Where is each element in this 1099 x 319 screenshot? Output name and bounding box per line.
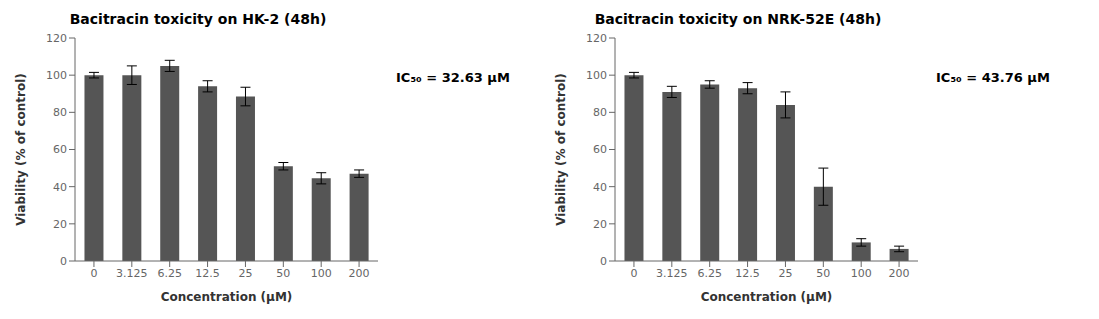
svg-text:Viability (% of control): Viability (% of control)	[14, 73, 28, 226]
svg-text:100: 100	[851, 267, 872, 280]
svg-text:50: 50	[816, 267, 830, 280]
svg-text:Concentration (μM): Concentration (μM)	[701, 290, 833, 304]
svg-text:0: 0	[600, 255, 607, 268]
html-text:Bacitracin toxicity on HK-2 (4: Bacitracin toxicity on HK-2 (48h)	[69, 11, 327, 27]
svg-text:6.25: 6.25	[157, 267, 182, 280]
html-text:Bacitracin toxicity on NRK-52E: Bacitracin toxicity on NRK-52E (48h)	[594, 11, 882, 27]
html-text:IC₅₀ = 32.63 μM: IC₅₀ = 32.63 μM	[396, 70, 510, 85]
svg-text:100: 100	[46, 69, 67, 82]
svg-text:60: 60	[593, 143, 607, 156]
svg-text:6.25: 6.25	[697, 267, 722, 280]
svg-text:60: 60	[53, 143, 67, 156]
svg-text:Viability (% of control): Viability (% of control)	[554, 73, 568, 226]
svg-text:12.5: 12.5	[195, 267, 220, 280]
svg-text:100: 100	[311, 267, 332, 280]
svg-text:0: 0	[630, 267, 637, 280]
svg-text:200: 200	[889, 267, 910, 280]
html-text:IC₅₀ = 43.76 μM: IC₅₀ = 43.76 μM	[936, 70, 1050, 85]
svg-text:0: 0	[60, 255, 67, 268]
svg-text:20: 20	[53, 218, 67, 231]
svg-text:200: 200	[349, 267, 370, 280]
svg-text:20: 20	[593, 218, 607, 231]
svg-text:3.125: 3.125	[116, 267, 148, 280]
svg-text:80: 80	[53, 106, 67, 119]
svg-text:3.125: 3.125	[656, 267, 688, 280]
svg-text:25: 25	[778, 267, 792, 280]
svg-text:25: 25	[238, 267, 252, 280]
svg-text:40: 40	[593, 181, 607, 194]
svg-text:50: 50	[276, 267, 290, 280]
svg-text:40: 40	[53, 181, 67, 194]
svg-text:100: 100	[586, 69, 607, 82]
svg-text:80: 80	[593, 106, 607, 119]
svg-text:120: 120	[586, 32, 607, 45]
svg-text:12.5: 12.5	[735, 267, 760, 280]
svg-text:0: 0	[90, 267, 97, 280]
svg-text:Concentration (μM): Concentration (μM)	[161, 290, 293, 304]
svg-text:120: 120	[46, 32, 67, 45]
